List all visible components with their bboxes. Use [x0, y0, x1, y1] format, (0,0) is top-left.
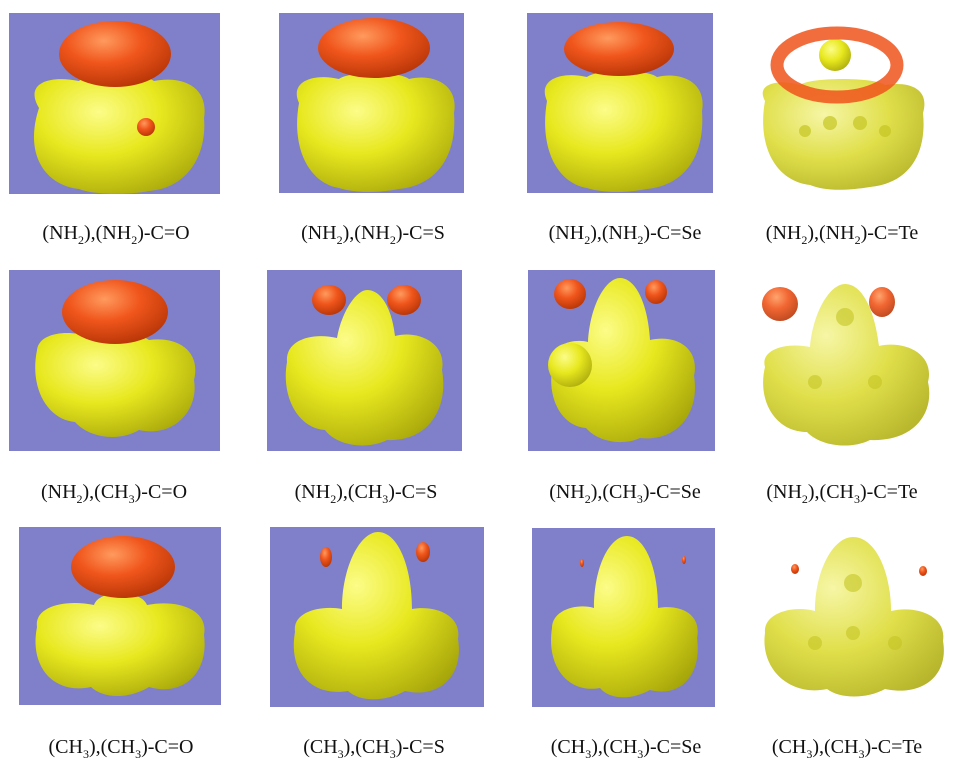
small-lobe: [137, 118, 155, 136]
lone-pair-lobe: [59, 21, 171, 87]
panel-r2-c3: [528, 270, 715, 451]
electron-density-surface: [35, 331, 196, 437]
panel-r2-c2: [267, 270, 462, 451]
electron-density-surface: [763, 284, 930, 446]
side-bulge: [548, 343, 592, 387]
panel-r3-c4: [755, 533, 950, 697]
molecule-image: [532, 528, 715, 707]
panel-r3-c2: [270, 527, 484, 707]
molecule-image: [267, 270, 462, 451]
caption-r1-c4: (NH2),(NH2)-C=Te: [765, 222, 919, 247]
caption-r1-c1: (NH2),(NH2)-C=O: [42, 222, 190, 247]
atom-center: [846, 626, 860, 640]
lone-pair-lobe: [580, 559, 584, 567]
panel-r2-c4: [745, 272, 945, 450]
lone-pair-lobe: [791, 564, 799, 574]
molecule-image: [279, 13, 464, 193]
panel-r1-c1: [9, 13, 220, 194]
electron-density-surface: [762, 79, 925, 190]
lone-pair-lobe: [762, 287, 798, 321]
electron-density-surface: [293, 532, 459, 700]
atom-center: [808, 636, 822, 650]
caption-r3-c1: (CH3),(CH3)-C=O: [48, 736, 194, 761]
electron-density-surface: [35, 593, 205, 696]
lone-pair-ring: [770, 26, 904, 104]
atom-center: [868, 375, 882, 389]
electron-density-surface: [551, 536, 698, 698]
lone-pair-lobe: [318, 18, 430, 78]
electron-density-surface: [33, 73, 205, 194]
electron-density-surface: [551, 278, 695, 443]
lone-pair-lobe: [416, 542, 430, 562]
molecule-image: [9, 13, 220, 194]
lone-pair-lobe: [71, 536, 175, 598]
atom-center: [844, 574, 862, 592]
caption-r1-c2: (NH2),(NH2)-C=S: [301, 222, 445, 247]
atom-center: [888, 636, 902, 650]
atom-core: [819, 39, 851, 71]
molecule-image: [528, 270, 715, 451]
panel-r1-c4: [745, 13, 940, 193]
panel-r2-c1: [9, 270, 220, 451]
caption-r1-c3: (NH2),(NH2)-C=Se: [548, 222, 702, 247]
molecule-image: [19, 527, 221, 705]
atom-center: [823, 116, 837, 130]
molecule-image: [9, 270, 220, 451]
molecule-image: [270, 527, 484, 707]
panel-r3-c3: [532, 528, 715, 707]
lone-pair-lobe: [387, 285, 421, 315]
caption-r3-c2: (CH3),(CH3)-C=S: [303, 736, 445, 761]
molecule-image: [527, 13, 713, 193]
caption-r3-c4: (CH3),(CH3)-C=Te: [771, 736, 923, 761]
molecule-image: [764, 537, 944, 697]
lone-pair-lobe: [312, 285, 346, 315]
atom-center: [799, 125, 811, 137]
lone-pair-lobe: [320, 547, 332, 567]
lone-pair-lobe: [62, 280, 168, 344]
caption-r3-c3: (CH3),(CH3)-C=Se: [550, 736, 702, 761]
lone-pair-lobe: [554, 279, 586, 309]
caption-r2-c4: (NH2),(CH3)-C=Te: [766, 481, 918, 506]
atom-center: [853, 116, 867, 130]
atom-center: [879, 125, 891, 137]
lone-pair-lobe: [564, 22, 674, 76]
lone-pair-lobe: [869, 287, 895, 317]
electron-density-surface: [544, 71, 703, 192]
lone-pair-lobe: [645, 280, 667, 304]
atom-center: [808, 375, 822, 389]
panel-r1-c2: [279, 13, 464, 193]
atom-center: [836, 308, 854, 326]
caption-r2-c3: (NH2),(CH3)-C=Se: [549, 481, 701, 506]
caption-r2-c1: (NH2),(CH3)-C=O: [40, 481, 188, 506]
electron-density-surface: [285, 290, 444, 446]
panel-r1-c3: [527, 13, 713, 193]
panel-r3-c1: [19, 527, 221, 705]
molecule-image: [762, 284, 930, 446]
electron-density-surface: [764, 537, 944, 697]
lone-pair-lobe: [919, 566, 927, 576]
caption-r2-c2: (NH2),(CH3)-C=S: [294, 481, 438, 506]
lone-pair-lobe: [682, 556, 686, 564]
electron-density-surface: [296, 73, 455, 192]
molecule-image: [762, 26, 925, 190]
